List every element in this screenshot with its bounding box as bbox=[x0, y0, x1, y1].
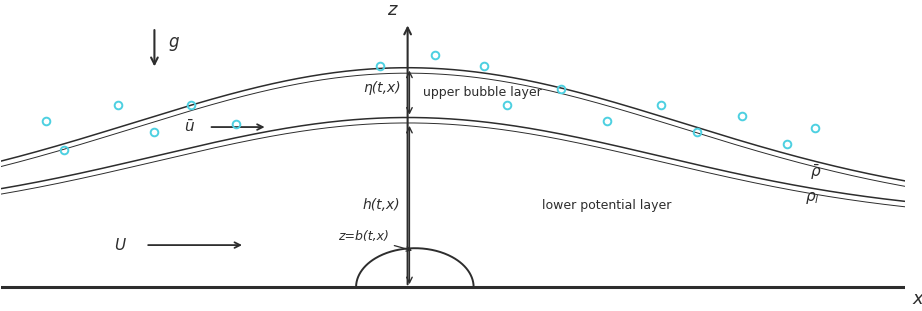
Text: z=b(t,x): z=b(t,x) bbox=[338, 230, 411, 251]
Text: $\bar{\rho}$: $\bar{\rho}$ bbox=[810, 163, 822, 182]
Text: z: z bbox=[387, 2, 396, 20]
Text: g: g bbox=[168, 34, 179, 52]
Text: h(t,x): h(t,x) bbox=[362, 198, 400, 212]
Text: upper bubble layer: upper bubble layer bbox=[423, 86, 542, 99]
Text: lower potential layer: lower potential layer bbox=[542, 199, 671, 212]
Text: x: x bbox=[912, 290, 922, 308]
Text: η(t,x): η(t,x) bbox=[362, 81, 400, 95]
Text: $\rho_l$: $\rho_l$ bbox=[806, 190, 820, 207]
Text: $\bar{u}$: $\bar{u}$ bbox=[184, 119, 195, 135]
Text: $U$: $U$ bbox=[114, 237, 127, 253]
